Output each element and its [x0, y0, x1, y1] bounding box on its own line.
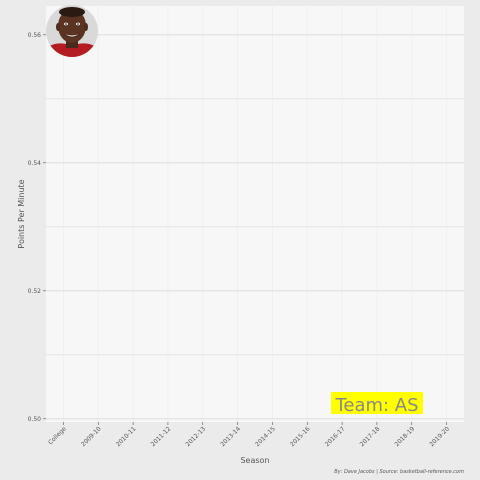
minor-gridlines	[46, 98, 464, 356]
x-axis-title: Season	[240, 456, 269, 465]
team-annotation-background	[331, 392, 423, 414]
team-annotation: Team: AS	[331, 392, 423, 416]
y-tick-label: 0.54	[28, 160, 42, 167]
source-caption: By: Dave Jacobs | Source: basketball-ref…	[334, 469, 464, 475]
y-axis-ticks: 0.50 0.52 0.54 0.56	[28, 32, 46, 423]
y-tick-label: 0.50	[28, 416, 42, 423]
y-tick-label: 0.56	[28, 32, 42, 39]
player-headshot	[46, 5, 98, 57]
y-tick-label: 0.52	[28, 288, 42, 295]
major-gridlines	[46, 6, 464, 422]
y-axis-title: Points Per Minute	[17, 179, 26, 248]
team-annotation-label: Team: AS	[334, 395, 418, 416]
plot-panel	[46, 6, 464, 422]
